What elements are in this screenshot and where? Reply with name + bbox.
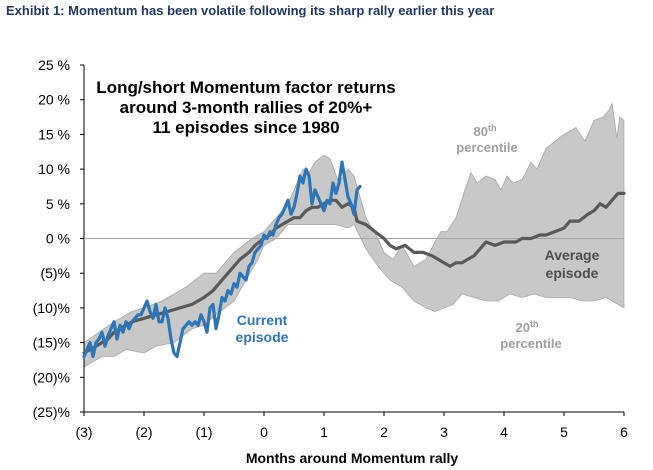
annotation-80th-percentile: 80th percentile (456, 123, 517, 155)
y-tick-label: 0 % (46, 231, 70, 247)
tick-labels-layer: 25 % 20 % 15 % 10 % 5 % 0 % (5)% (10)% (15)% (20)… (33, 57, 628, 440)
annotation-80th-sup: th (488, 123, 497, 133)
y-tick-label: (20)% (33, 369, 70, 385)
x-tick-label: 1 (320, 424, 328, 440)
x-tick-label: 0 (260, 424, 268, 440)
annotation-average-line-2: episode (546, 265, 599, 281)
exhibit-title: Exhibit 1: Momentum has been volatile fo… (6, 3, 495, 18)
annotation-current-episode: Current episode (236, 312, 289, 345)
annotation-average-episode: Average episode (545, 247, 600, 281)
annotation-20th-percentile: 20th percentile (500, 319, 561, 351)
annotation-20th-word: percentile (500, 336, 561, 351)
y-tick-label: 10 % (38, 161, 70, 177)
y-tick-label: (10)% (33, 300, 70, 316)
x-tick-label: 3 (440, 424, 448, 440)
percentile-band (83, 101, 625, 368)
y-tick-label: (25)% (33, 404, 70, 420)
annotation-current-line-2: episode (236, 329, 289, 345)
y-tick-label: 20 % (38, 92, 70, 108)
x-tick-label: (2) (135, 424, 152, 440)
annotation-80th-number: 80 (474, 124, 488, 139)
x-tick-label: 4 (500, 424, 508, 440)
annotation-current-line-1: Current (237, 312, 288, 328)
y-tick-label: 25 % (38, 57, 70, 73)
chart-title-line-3: 11 episodes since 1980 (152, 118, 339, 137)
y-tick-label: (15)% (33, 335, 70, 351)
x-tick-label: 5 (560, 424, 568, 440)
current-episode-line (82, 160, 362, 359)
chart-title-line-2: around 3-month rallies of 20%+ (120, 98, 373, 117)
x-tick-label: 2 (380, 424, 388, 440)
x-tick-label: (3) (75, 424, 92, 440)
series-layer (82, 160, 626, 359)
x-tick-label: (1) (195, 424, 212, 440)
y-tick-label: 15 % (38, 126, 70, 142)
annotation-80th-word: percentile (456, 140, 517, 155)
percentile-band-layer (83, 101, 625, 368)
annotation-80th-label: 80th (474, 123, 497, 139)
annotation-20th-sup: th (530, 319, 539, 329)
chart-title-line-1: Long/short Momentum factor returns (96, 78, 395, 97)
x-tick-label: 6 (620, 424, 628, 440)
average-episode-line (82, 191, 626, 355)
annotation-20th-number: 20 (516, 320, 530, 335)
annotation-20th-label: 20th (516, 319, 539, 335)
y-tick-label: 5 % (46, 196, 70, 212)
y-tick-label: (5)% (40, 265, 70, 281)
chart-title-block: Long/short Momentum factor returns aroun… (96, 78, 395, 137)
x-axis-label: Months around Momentum rally (246, 450, 459, 466)
annotation-average-line-1: Average (545, 247, 600, 263)
